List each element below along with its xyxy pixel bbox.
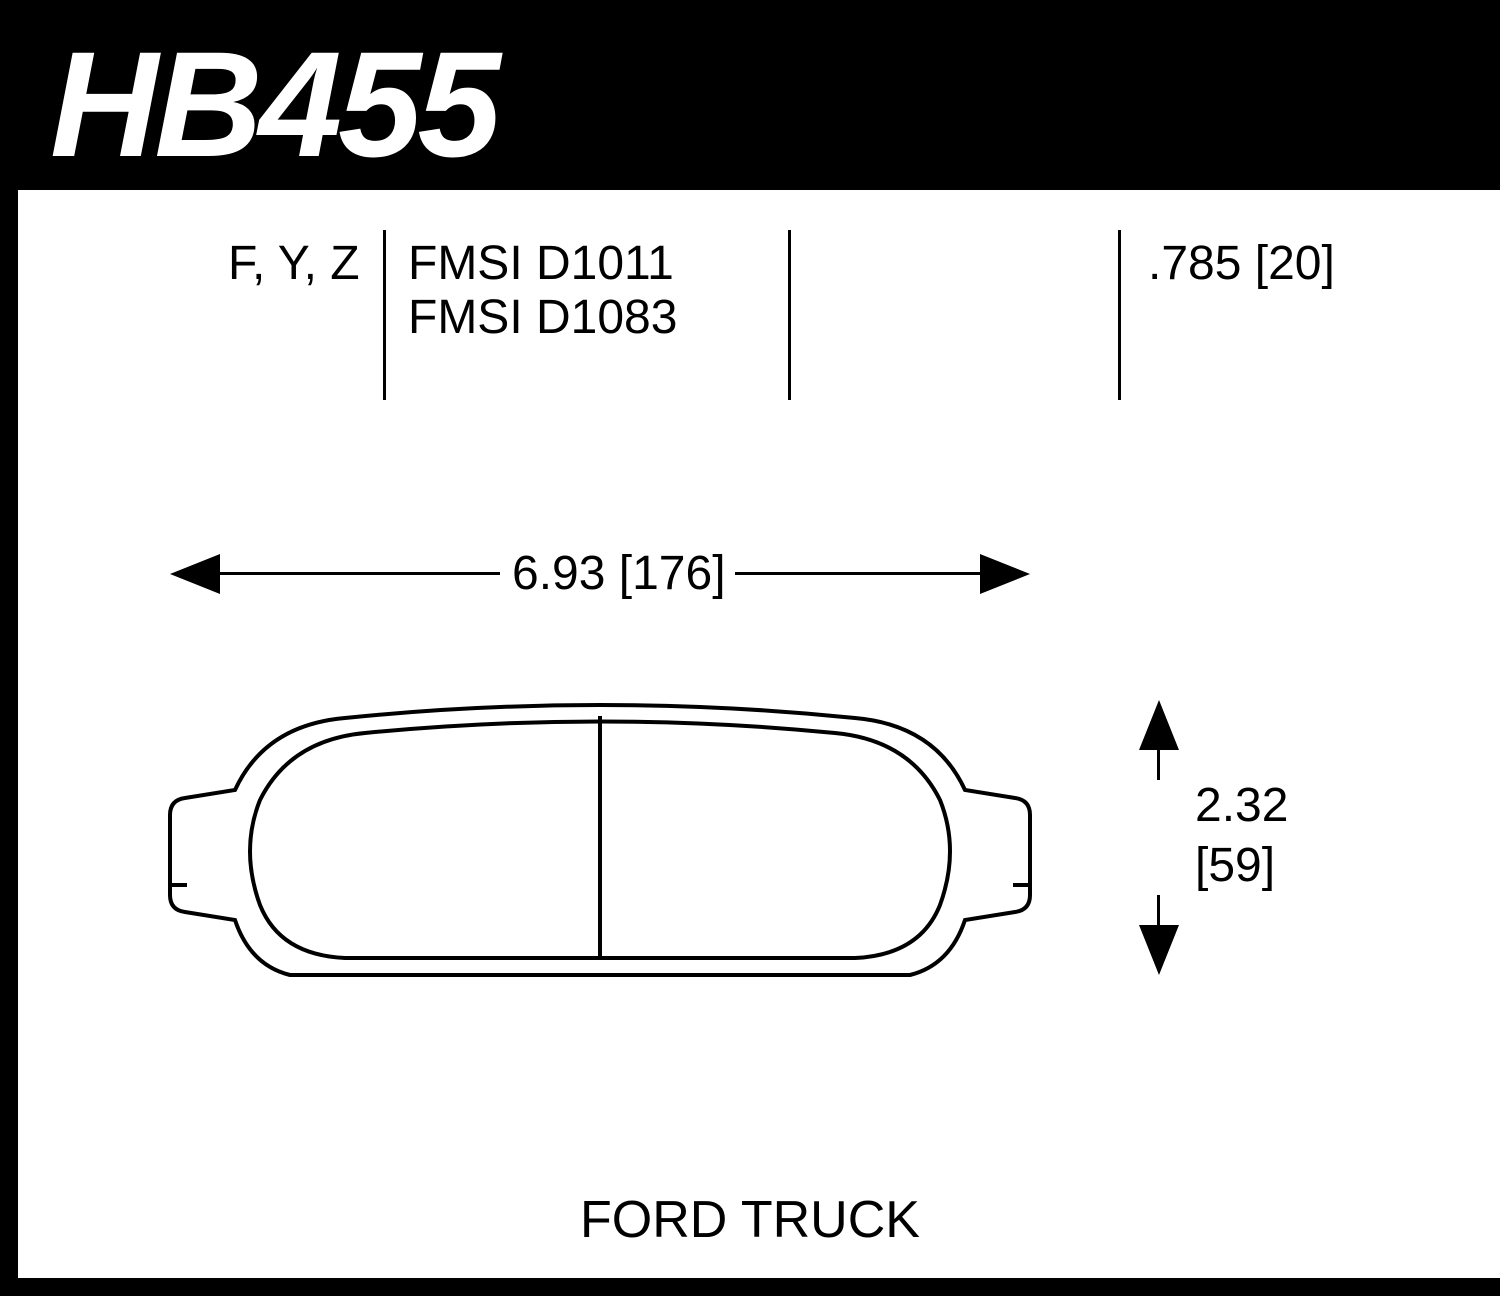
arrow-down-icon xyxy=(1139,925,1179,975)
divider-1 xyxy=(383,230,386,400)
width-dim-label: 6.93 [176] xyxy=(500,546,738,601)
height-mm-label: [59] xyxy=(1195,838,1275,893)
part-number: HB455 xyxy=(50,18,497,191)
fmsi-2-text: FMSI D1083 xyxy=(408,290,677,345)
brake-pad-diagram xyxy=(115,700,1085,1020)
width-dim-line xyxy=(210,572,500,575)
title-bar: HB455 xyxy=(0,0,1500,190)
height-in-label: 2.32 xyxy=(1195,778,1288,833)
width-dim-line-2 xyxy=(735,572,990,575)
compounds-text: F, Y, Z xyxy=(228,236,360,291)
frame-border xyxy=(0,0,1500,1296)
thickness-text: .785 [20] xyxy=(1148,236,1335,291)
arrow-up-icon xyxy=(1139,700,1179,750)
spec-row: F, Y, Z FMSI D1011 FMSI D1083 .785 [20] xyxy=(18,230,1500,410)
height-dim-line xyxy=(1157,745,1160,780)
width-in: 6.93 xyxy=(512,547,605,600)
application-label: FORD TRUCK xyxy=(0,1190,1500,1250)
width-mm: [176] xyxy=(619,547,726,600)
arrow-right-icon xyxy=(980,554,1030,594)
divider-3 xyxy=(1118,230,1121,400)
fmsi-1-text: FMSI D1011 xyxy=(408,236,674,291)
divider-2 xyxy=(788,230,791,400)
